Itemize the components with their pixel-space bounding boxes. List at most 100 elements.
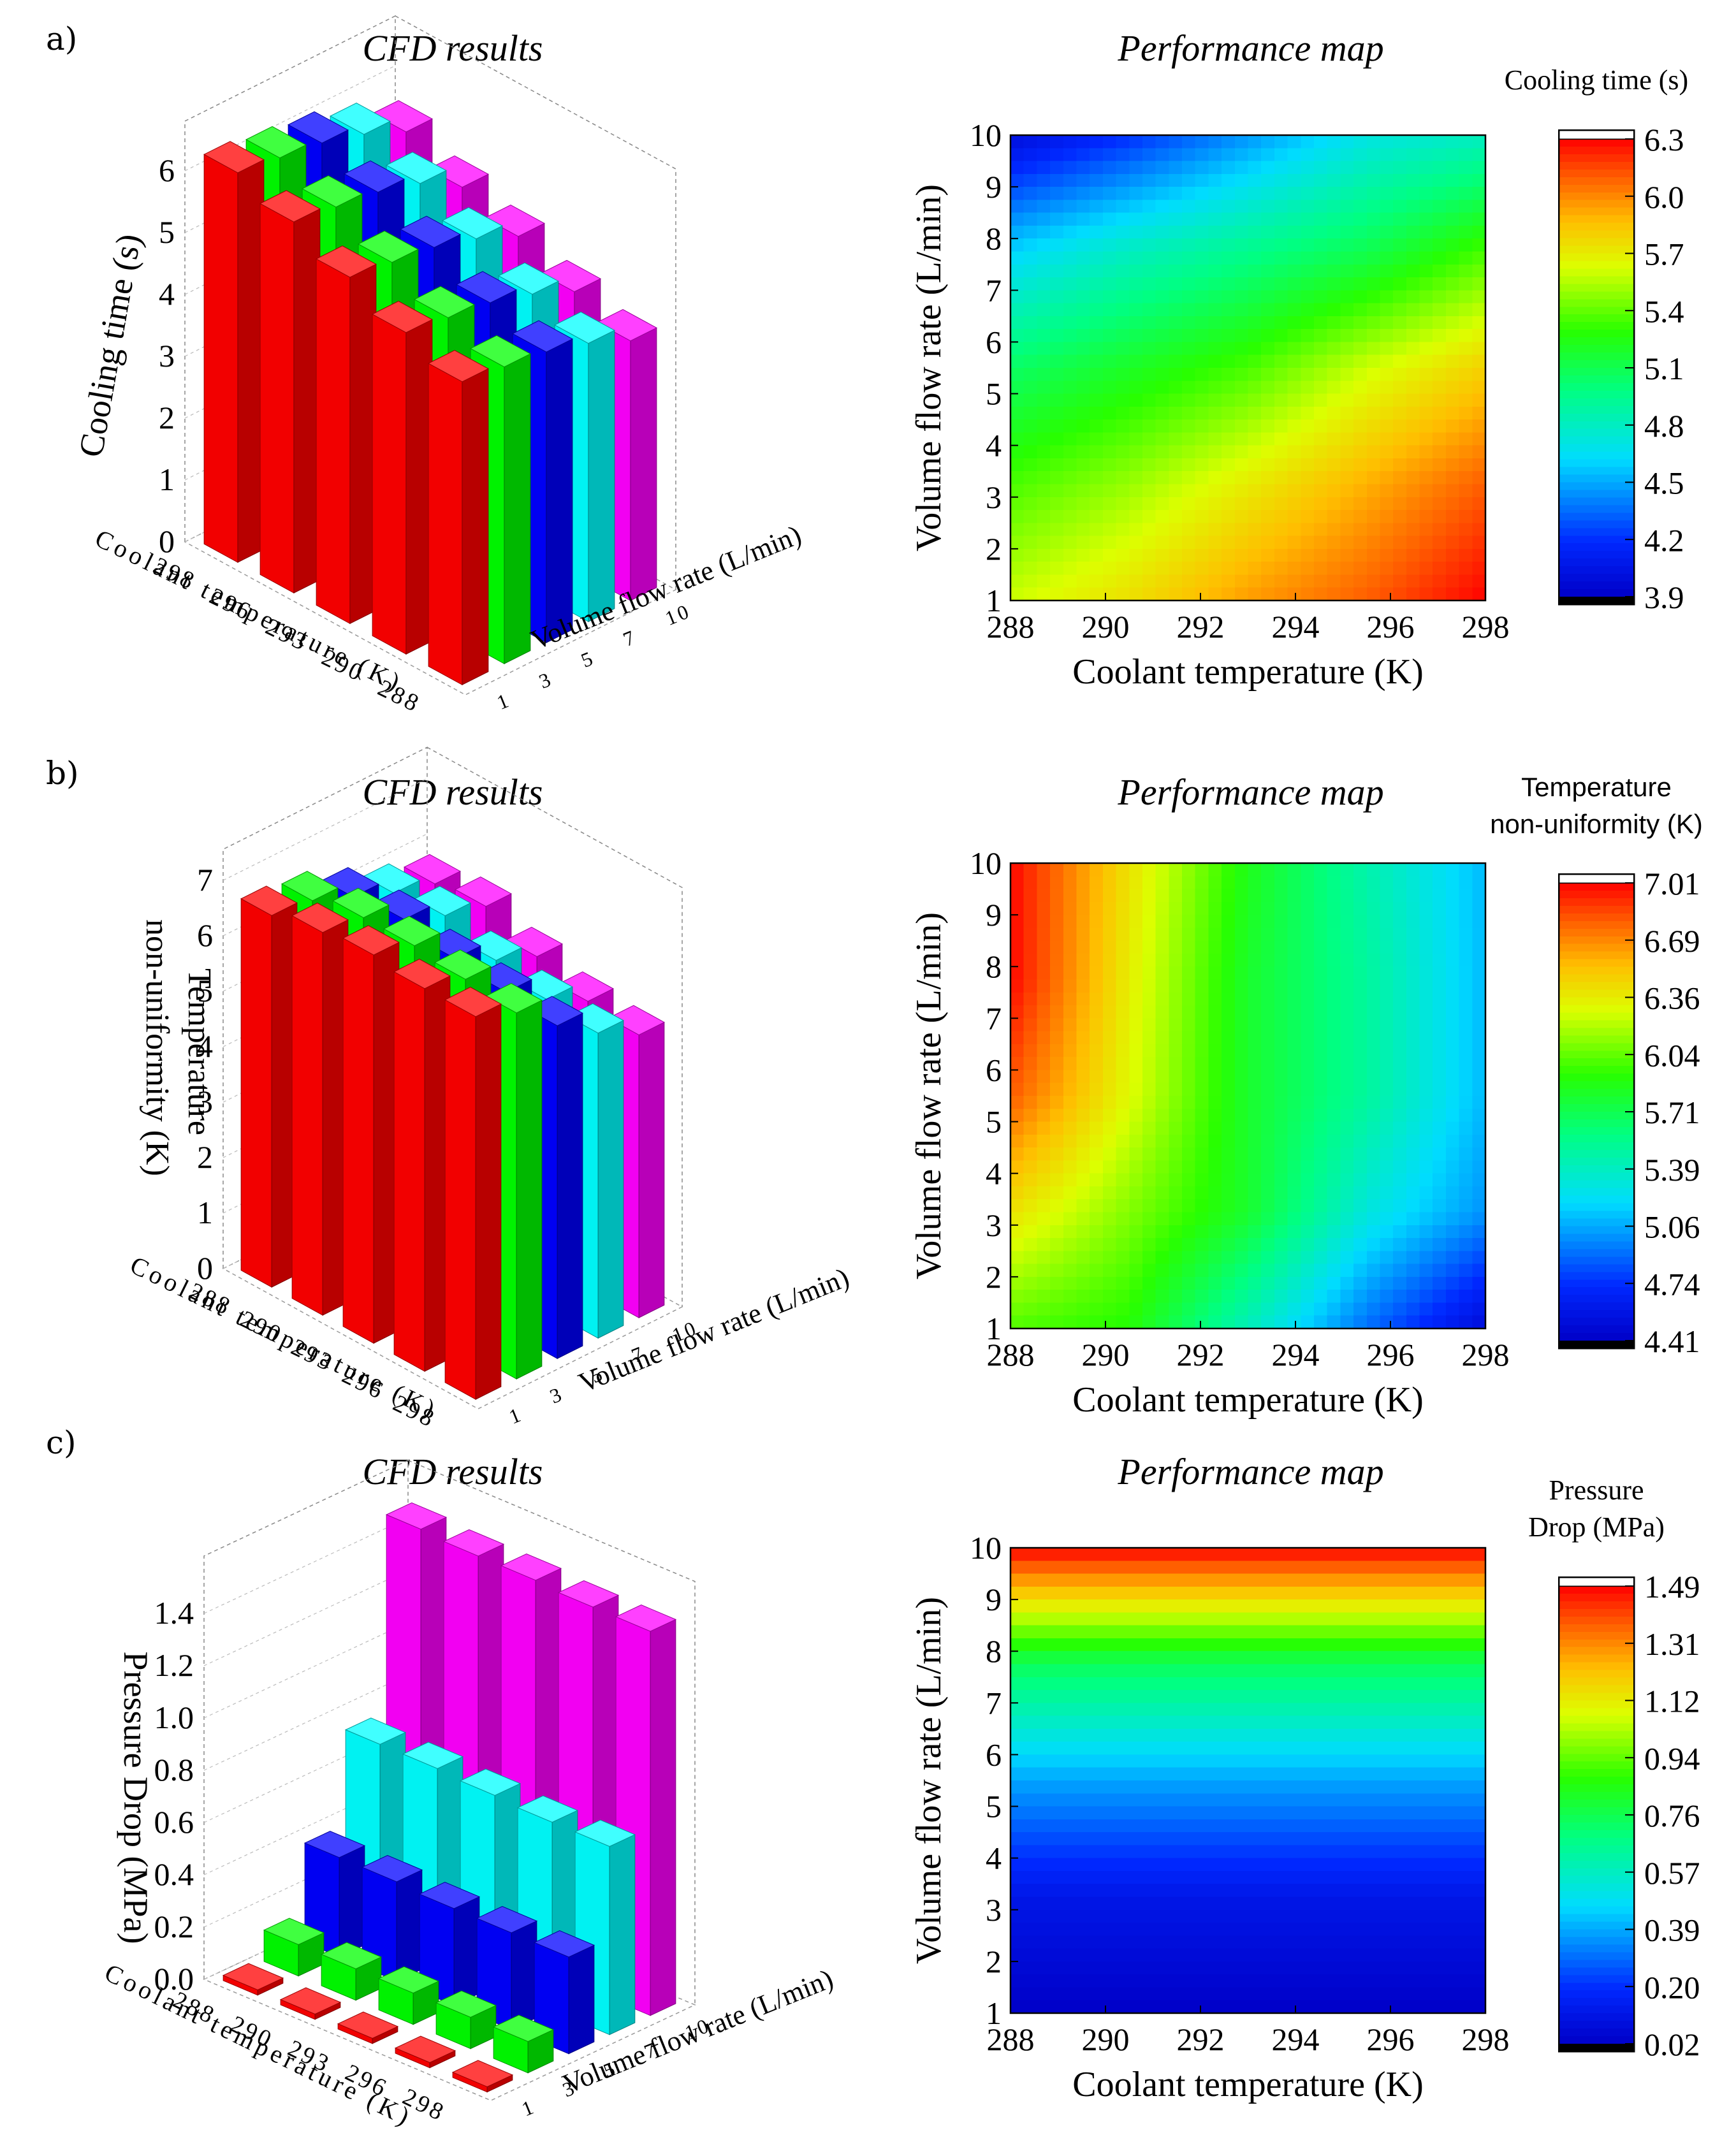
bar-side-face xyxy=(511,1920,537,2030)
heatmap-cell xyxy=(1301,1819,1315,1833)
heatmap-cell xyxy=(1050,1134,1064,1148)
heatmap-cell xyxy=(1459,1909,1473,1923)
heatmap-cell xyxy=(1076,1302,1090,1316)
heatmap-cell xyxy=(1063,928,1077,942)
heatmap-cell xyxy=(1234,1909,1249,1923)
heatmap-cell xyxy=(1195,432,1209,446)
heatmap-cell xyxy=(1050,212,1064,226)
heatmap-cell xyxy=(1393,187,1407,201)
heatmap-cell xyxy=(1234,342,1249,356)
heatmap-cell xyxy=(1116,1715,1130,1729)
heatmap-cell xyxy=(1050,953,1064,968)
heatmap-cell xyxy=(1208,290,1222,304)
colorbar-step xyxy=(1559,1830,1634,1838)
right-wall xyxy=(395,15,676,590)
heatmap-cell xyxy=(1222,419,1236,433)
heatmap-cell xyxy=(1366,876,1381,890)
heatmap-cell xyxy=(1327,1832,1341,1846)
heatmap-cell xyxy=(1301,940,1315,954)
heatmap-cell xyxy=(1023,1586,1038,1600)
heatmap-cell xyxy=(1090,148,1104,162)
heatmap-cell xyxy=(1208,1548,1222,1562)
heatmap-cell xyxy=(1366,303,1381,317)
heatmap-cell xyxy=(1248,1263,1262,1278)
colorbar-tick-label: 1.12 xyxy=(1644,1684,1700,1719)
bar-3d xyxy=(377,1966,440,2025)
heatmap-cell xyxy=(1406,290,1420,304)
heatmap-cell xyxy=(1261,187,1275,201)
heatmap-cell xyxy=(1182,1742,1196,1756)
heatmap-cell xyxy=(1301,161,1315,175)
heatmap-cell xyxy=(1248,1845,1262,1859)
heatmap-cell xyxy=(1037,1664,1051,1678)
heatmap-cell xyxy=(1063,940,1077,954)
heatmap-cell xyxy=(1261,1160,1275,1174)
heatmap-cell xyxy=(1340,1806,1354,1820)
heatmap-cell xyxy=(1406,1625,1420,1639)
heatmap-cell xyxy=(1380,1238,1394,1252)
heatmap-cell xyxy=(1116,1638,1130,1652)
heatmap-cell xyxy=(1340,587,1354,601)
heatmap-cell xyxy=(1327,1121,1341,1135)
heatmap-cell xyxy=(1090,1690,1104,1704)
heatmap-cell xyxy=(1169,1715,1183,1729)
heatmap-cell xyxy=(1195,966,1209,980)
heatmap-cell xyxy=(1274,354,1288,368)
heatmap-cell xyxy=(1169,1302,1183,1316)
heatmap-cell xyxy=(1287,1018,1302,1032)
heatmap-cell xyxy=(1090,953,1104,968)
heatmap-cell xyxy=(1459,1276,1473,1290)
heatmap-cell xyxy=(1459,928,1473,942)
heatmap-cell xyxy=(1169,510,1183,524)
heatmap-cell xyxy=(1234,574,1249,588)
heatmap-cell xyxy=(1129,574,1143,588)
heatmap-cell xyxy=(1169,1832,1183,1846)
heatmap-cell xyxy=(1142,992,1156,1006)
heatmap-cell xyxy=(1116,238,1130,252)
heatmap-cell xyxy=(1419,1109,1434,1123)
heatmap-cell xyxy=(1155,548,1170,562)
heatmap-cell xyxy=(1459,1780,1473,1794)
heatmap-cell xyxy=(1340,1858,1354,1872)
heatmap-cell xyxy=(1050,1664,1064,1678)
heatmap-cell xyxy=(1287,1573,1302,1587)
heatmap-cell xyxy=(1419,1173,1434,1187)
heatmap-cell xyxy=(1287,928,1302,942)
heatmap-cell xyxy=(1023,1858,1038,1872)
heatmap-cell xyxy=(1393,1212,1407,1226)
heatmap-cell xyxy=(1248,876,1262,890)
heatmap-cell xyxy=(1037,497,1051,511)
colorbar-step xyxy=(1559,2006,1634,2014)
heatmap-cell xyxy=(1169,419,1183,433)
heatmap-cell xyxy=(1445,1225,1460,1239)
heatmap-cell xyxy=(1063,368,1077,382)
heatmap-cell xyxy=(1050,1625,1064,1639)
heatmap-cell xyxy=(1353,1819,1368,1833)
heatmap-cell xyxy=(1313,200,1328,214)
heatmap-cell xyxy=(1433,445,1447,459)
heatmap-cell xyxy=(1155,212,1170,226)
heatmap-cell xyxy=(1353,1096,1368,1110)
heatmap-cell xyxy=(1433,1238,1447,1252)
heatmap-cell xyxy=(1222,1870,1236,1885)
colorbar-step xyxy=(1559,1647,1634,1656)
heatmap-cell xyxy=(1169,342,1183,356)
heatmap-cell xyxy=(1287,562,1302,576)
heatmap-cell xyxy=(1023,915,1038,929)
heatmap-cell xyxy=(1340,1767,1354,1781)
heatmap-cell xyxy=(1195,1238,1209,1252)
heatmap-cell xyxy=(1261,135,1275,149)
heatmap-cell xyxy=(1010,381,1025,395)
heatmap-cell xyxy=(1129,1199,1143,1213)
heatmap-cell xyxy=(1380,445,1394,459)
heatmap-cell xyxy=(1076,1754,1090,1768)
heatmap-cell xyxy=(1102,1638,1117,1652)
heatmap-cell xyxy=(1129,1793,1143,1807)
heatmap-cell xyxy=(1023,1935,1038,1949)
heatmap-cell xyxy=(1182,1728,1196,1742)
heatmap-cell xyxy=(1433,497,1447,511)
heatmap-cell xyxy=(1102,1173,1117,1187)
heatmap-cell xyxy=(1023,1638,1038,1652)
bar-3d xyxy=(492,2014,555,2074)
heatmap-cell xyxy=(1274,342,1288,356)
